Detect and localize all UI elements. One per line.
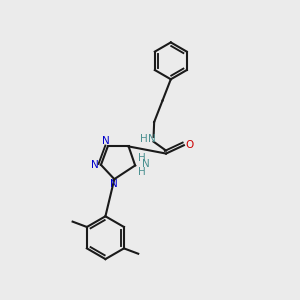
Text: N: N: [148, 134, 156, 144]
Text: H: H: [138, 167, 146, 177]
Text: N: N: [102, 136, 110, 146]
Text: H: H: [138, 153, 146, 163]
Text: N: N: [110, 179, 118, 190]
Text: N: N: [142, 159, 149, 169]
Text: O: O: [186, 140, 194, 150]
Text: N: N: [91, 160, 98, 170]
Text: H: H: [140, 134, 147, 144]
